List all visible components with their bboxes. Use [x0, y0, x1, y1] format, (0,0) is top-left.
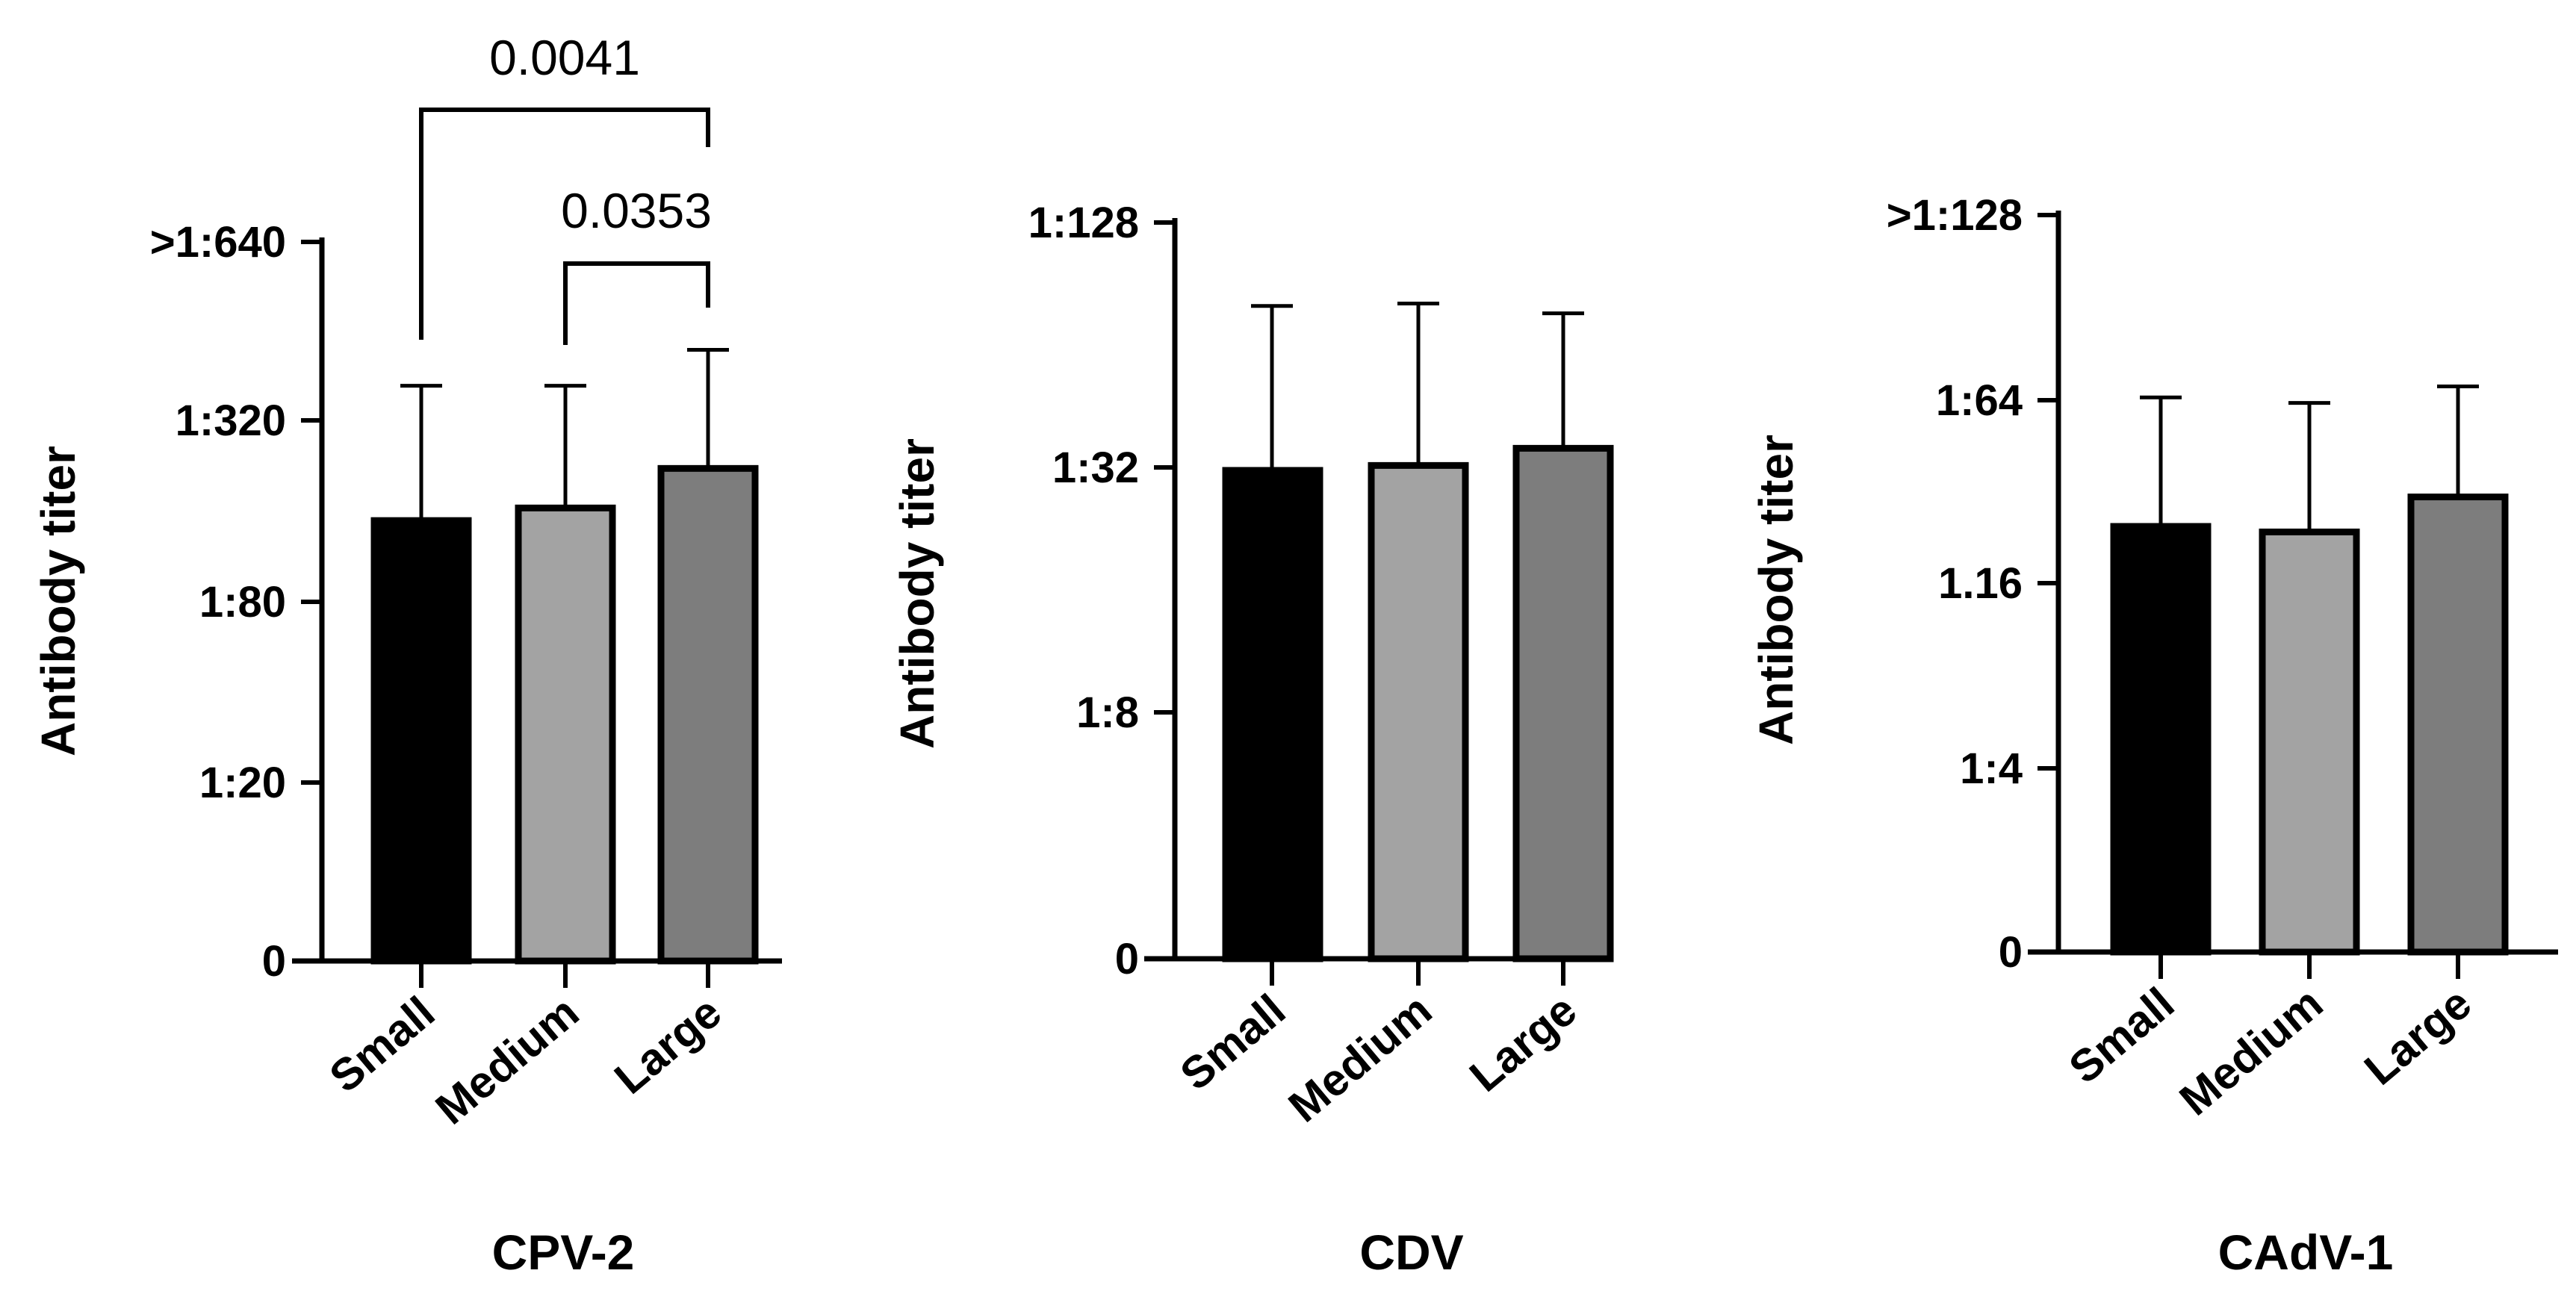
- panel-cdv: Antibody titer 0 1:8 1:32 1:128 Small Me…: [890, 199, 1614, 1280]
- chart-title: CAdV-1: [2218, 1225, 2394, 1280]
- y-tick-label: 1:4: [1960, 744, 2023, 793]
- x-tick-label-small: Small: [2060, 978, 2184, 1093]
- y-tick-label: 1:64: [1936, 376, 2023, 425]
- x-tick-label-large: Large: [2355, 978, 2480, 1095]
- chart-title: CDV: [1359, 1225, 1463, 1280]
- x-tick-label-medium: Medium: [426, 987, 589, 1134]
- bar-medium: [1368, 461, 1469, 962]
- p-value-label: 0.0041: [489, 30, 640, 85]
- bar-small: [370, 517, 472, 965]
- y-tick-label: 0: [262, 937, 286, 986]
- x-tick-label-medium: Medium: [1279, 985, 1441, 1132]
- bar-small: [2110, 523, 2212, 956]
- y-tick-label: 1.16: [1938, 559, 2023, 608]
- y-axis-label: Antibody titer: [1749, 435, 1803, 745]
- y-axis-label: Antibody titer: [31, 446, 85, 756]
- significance-bracket: [419, 108, 710, 340]
- y-tick-label: >1:128: [1887, 191, 2023, 240]
- panel-cadv1: Antibody titer 0 1:4 1.16 1:64 >1:128 Sm…: [1749, 191, 2558, 1280]
- y-tick-label: 1:20: [199, 759, 286, 807]
- bar-large: [1512, 444, 1614, 962]
- p-value-label: 0.0353: [561, 183, 712, 238]
- y-tick-label: 1:32: [1052, 444, 1139, 492]
- y-tick-label: 1:8: [1076, 688, 1139, 737]
- bar-medium: [515, 504, 616, 965]
- x-tick-label-small: Small: [1171, 985, 1295, 1100]
- bar-large: [657, 464, 759, 965]
- panel-cpv2: Antibody titer 0 1:20 1:80 1:320 >1:640 …: [31, 30, 782, 1280]
- y-tick-label: 1:128: [1028, 199, 1139, 247]
- bar-small: [1222, 467, 1323, 962]
- bar-large: [2407, 494, 2509, 956]
- y-tick-label: 0: [1999, 928, 2023, 977]
- chart-title: CPV-2: [492, 1225, 635, 1280]
- y-tick-label: >1:640: [150, 218, 286, 267]
- x-tick-label-large: Large: [1460, 985, 1586, 1101]
- x-tick-label-large: Large: [605, 987, 730, 1104]
- y-tick-label: 1:80: [199, 578, 286, 626]
- significance-bracket: [563, 261, 710, 345]
- x-tick-label-small: Small: [320, 987, 444, 1102]
- x-tick-label-medium: Medium: [2170, 978, 2333, 1125]
- bar-medium: [2259, 528, 2360, 956]
- y-tick-label: 1:320: [176, 396, 286, 445]
- y-axis-label: Antibody titer: [890, 438, 944, 749]
- y-tick-label: 0: [1115, 935, 1139, 983]
